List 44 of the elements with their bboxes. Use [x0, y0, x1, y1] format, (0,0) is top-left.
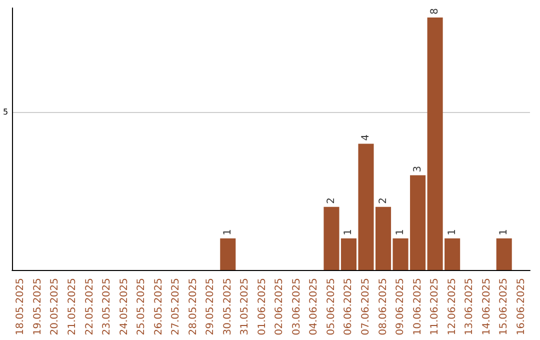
x-tick-label: 12.06.2025 [446, 278, 458, 336]
x-tick-label: 23.05.2025 [102, 278, 113, 336]
x-tick-label: 25.05.2025 [136, 278, 148, 336]
x-tick-label: 14.06.2025 [481, 278, 492, 336]
x-tick-label: 01.06.2025 [256, 278, 268, 336]
x-tick-label: 22.05.2025 [84, 278, 96, 336]
x-tick-label: 26.05.2025 [153, 278, 164, 336]
data-label: 1 [446, 229, 458, 236]
x-tick-label: 27.05.2025 [170, 278, 182, 336]
x-tick-label: 16.06.2025 [516, 278, 527, 336]
x-tick-label: 06.06.2025 [343, 278, 354, 336]
x-tick-label: 09.06.2025 [395, 278, 406, 336]
x-tick-label: 15.06.2025 [498, 278, 510, 336]
x-tick-label: 05.06.2025 [326, 278, 337, 336]
x-tick-label: 29.05.2025 [205, 278, 216, 336]
data-label: 1 [343, 229, 354, 236]
data-label: 1 [498, 229, 510, 236]
bar [496, 238, 512, 270]
x-tick-label: 20.05.2025 [50, 278, 61, 336]
data-label: 8 [430, 8, 441, 14]
x-tick-label: 18.05.2025 [15, 278, 26, 336]
x-tick-label: 28.05.2025 [188, 278, 199, 336]
data-label: 3 [412, 166, 424, 172]
x-tick-label: 10.06.2025 [412, 278, 424, 336]
data-label: 1 [395, 229, 406, 236]
x-tick-label: 07.06.2025 [360, 278, 372, 336]
x-tick-label: 02.06.2025 [274, 278, 286, 336]
x-tick-label: 19.05.2025 [32, 278, 44, 336]
x-tick-label: 31.05.2025 [240, 278, 251, 336]
y-tick-label: 5 [2, 108, 8, 117]
data-label: 2 [326, 197, 337, 204]
data-label: 4 [360, 134, 372, 141]
bar [324, 206, 340, 270]
x-tick-label: 13.06.2025 [464, 278, 476, 336]
x-tick-label: 11.06.2025 [430, 278, 441, 336]
x-tick-label: 21.05.2025 [67, 278, 78, 336]
data-label: 1 [222, 229, 234, 236]
bar [220, 238, 236, 270]
x-tick-label: 04.06.2025 [308, 278, 320, 336]
data-label: 2 [378, 197, 389, 204]
x-tick-label: 03.06.2025 [291, 278, 302, 336]
x-tick-label: 30.05.2025 [222, 278, 234, 336]
x-tick-label: 08.06.2025 [378, 278, 389, 336]
x-tick-label: 24.05.2025 [118, 278, 130, 336]
